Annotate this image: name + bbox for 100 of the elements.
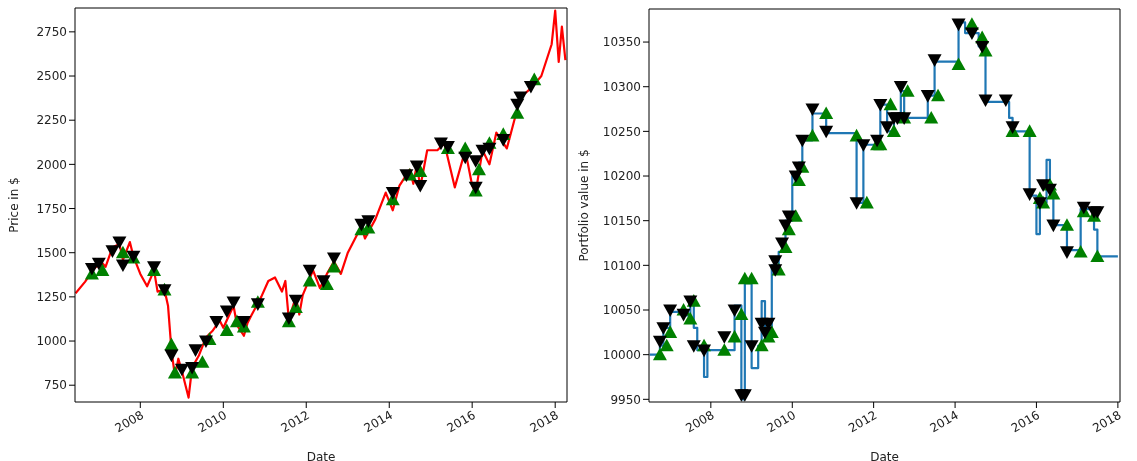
y-tick-label: 750	[44, 378, 67, 393]
point	[683, 311, 698, 325]
point	[458, 151, 473, 165]
y-tick-label: 9950	[610, 392, 641, 407]
point	[978, 94, 993, 108]
point	[717, 343, 732, 356]
point	[409, 160, 424, 174]
point	[819, 125, 834, 139]
point	[288, 294, 303, 308]
y-tick-label: 10300	[602, 79, 641, 94]
point	[413, 179, 428, 193]
point	[112, 236, 127, 250]
point	[164, 337, 179, 351]
point	[195, 355, 210, 368]
y-tick-label: 10100	[602, 258, 641, 273]
point	[91, 257, 106, 271]
point	[893, 81, 908, 94]
point	[1022, 188, 1037, 201]
point	[226, 296, 241, 310]
point	[652, 335, 667, 349]
point	[859, 195, 874, 209]
point	[219, 305, 234, 319]
x-axis-title: Date	[870, 450, 899, 461]
point	[900, 84, 915, 97]
y-tick-label: 10200	[602, 169, 641, 184]
point	[326, 252, 341, 265]
y-tick-label: 2500	[36, 69, 67, 84]
point	[1090, 249, 1105, 263]
point	[209, 316, 224, 329]
point	[115, 245, 130, 259]
y-tick-label: 10350	[602, 35, 641, 50]
point	[659, 338, 674, 352]
point	[883, 97, 898, 111]
y-tick-label: 1000	[36, 334, 67, 349]
point	[115, 259, 130, 273]
point	[744, 271, 759, 285]
point	[727, 329, 742, 343]
point	[468, 155, 483, 168]
point	[1073, 244, 1088, 258]
point	[734, 307, 749, 321]
point	[964, 27, 979, 41]
point	[754, 338, 769, 352]
point	[927, 54, 942, 67]
point	[1022, 124, 1037, 137]
point	[174, 363, 189, 377]
point	[727, 304, 742, 317]
point	[385, 187, 400, 200]
point	[1059, 218, 1074, 231]
point	[656, 322, 671, 335]
y-tick-label: 10250	[602, 124, 641, 139]
point	[931, 88, 946, 102]
y-tick-label: 2750	[36, 25, 67, 40]
point	[795, 134, 810, 148]
point	[676, 308, 691, 322]
point	[951, 57, 966, 70]
point	[361, 215, 376, 228]
point	[819, 106, 834, 120]
point	[744, 340, 759, 353]
y-tick-label: 2000	[36, 157, 67, 172]
point	[302, 264, 317, 278]
point	[236, 316, 251, 329]
point	[1032, 197, 1047, 210]
point	[717, 331, 732, 344]
point	[805, 128, 820, 142]
point	[164, 349, 179, 363]
point	[1059, 246, 1074, 259]
point	[198, 335, 213, 349]
point	[95, 263, 110, 276]
point	[496, 134, 511, 147]
point	[920, 90, 935, 103]
point	[663, 325, 678, 338]
y-tick-label: 1500	[36, 245, 67, 260]
point	[805, 103, 820, 117]
point	[188, 344, 203, 357]
point	[482, 142, 497, 156]
y-tick-label: 2250	[36, 113, 67, 128]
y-tick-label: 10150	[602, 213, 641, 228]
point	[856, 139, 871, 152]
point	[523, 81, 538, 94]
point	[471, 162, 486, 176]
y-tick-label: 1750	[36, 201, 67, 216]
point	[302, 273, 317, 287]
point	[105, 245, 120, 258]
point	[167, 365, 182, 379]
point	[880, 121, 895, 134]
point	[686, 340, 701, 353]
point	[652, 347, 667, 361]
point	[510, 106, 525, 119]
y-axis-title: Portfolio value in $	[576, 149, 591, 262]
y-axis-title: Price in $	[6, 177, 21, 233]
x-axis-title: Date	[306, 450, 336, 461]
y-tick-label: 10050	[602, 303, 641, 318]
point	[84, 263, 99, 276]
point	[873, 98, 888, 112]
y-tick-label: 10000	[602, 347, 641, 362]
line-series	[75, 9, 567, 399]
point	[924, 110, 939, 124]
point	[219, 323, 234, 337]
point	[886, 124, 901, 137]
point	[697, 344, 712, 358]
